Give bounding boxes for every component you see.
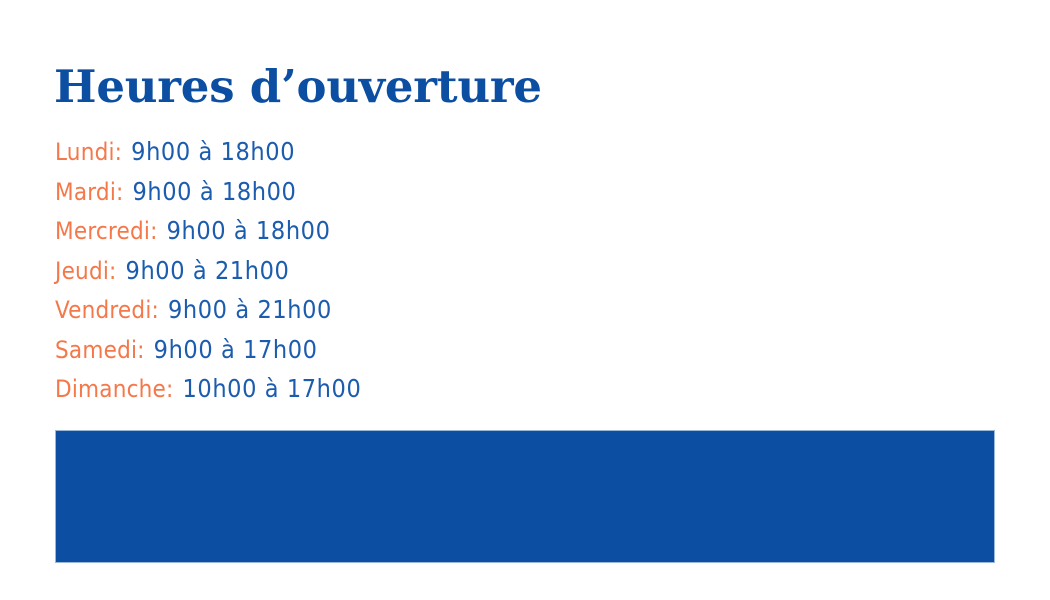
list-item: Samedi: 9h00 à 17h00	[55, 330, 755, 370]
time-value: 9h00 à 18h00	[132, 176, 297, 206]
day-label: Mardi:	[55, 177, 124, 206]
opening-hours-list: Lundi: 9h00 à 18h00 Mardi: 9h00 à 18h00 Me…	[55, 132, 755, 409]
list-item: Lundi: 9h00 à 18h00	[55, 132, 755, 172]
day-label: Lundi:	[55, 138, 123, 166]
list-item: Dimanche: 10h00 à 17h00	[55, 369, 755, 409]
day-label: Jeudi:	[55, 256, 117, 285]
list-item: Jeudi: 9h00 à 21h00	[55, 251, 755, 291]
list-item: Vendredi: 9h00 à 21h00	[55, 290, 755, 330]
time-value: 9h00 à 18h00	[131, 137, 296, 166]
time-value: 9h00 à 17h00	[153, 334, 318, 364]
time-value: 9h00 à 18h00	[166, 216, 331, 245]
day-label: Vendredi:	[55, 296, 160, 324]
day-label: Mercredi:	[55, 217, 158, 245]
time-value: 9h00 à 21h00	[125, 255, 290, 285]
time-value: 10h00 à 17h00	[182, 374, 362, 403]
day-label: Samedi:	[55, 335, 145, 364]
list-item: Mercredi: 9h00 à 18h00	[55, 211, 755, 251]
list-item: Mardi: 9h00 à 18h00	[55, 172, 755, 212]
page-title: Heures d’ouverture	[54, 60, 542, 113]
day-label: Dimanche:	[55, 375, 174, 403]
time-value: 9h00 à 21h00	[168, 295, 332, 324]
banner-block	[55, 430, 995, 563]
